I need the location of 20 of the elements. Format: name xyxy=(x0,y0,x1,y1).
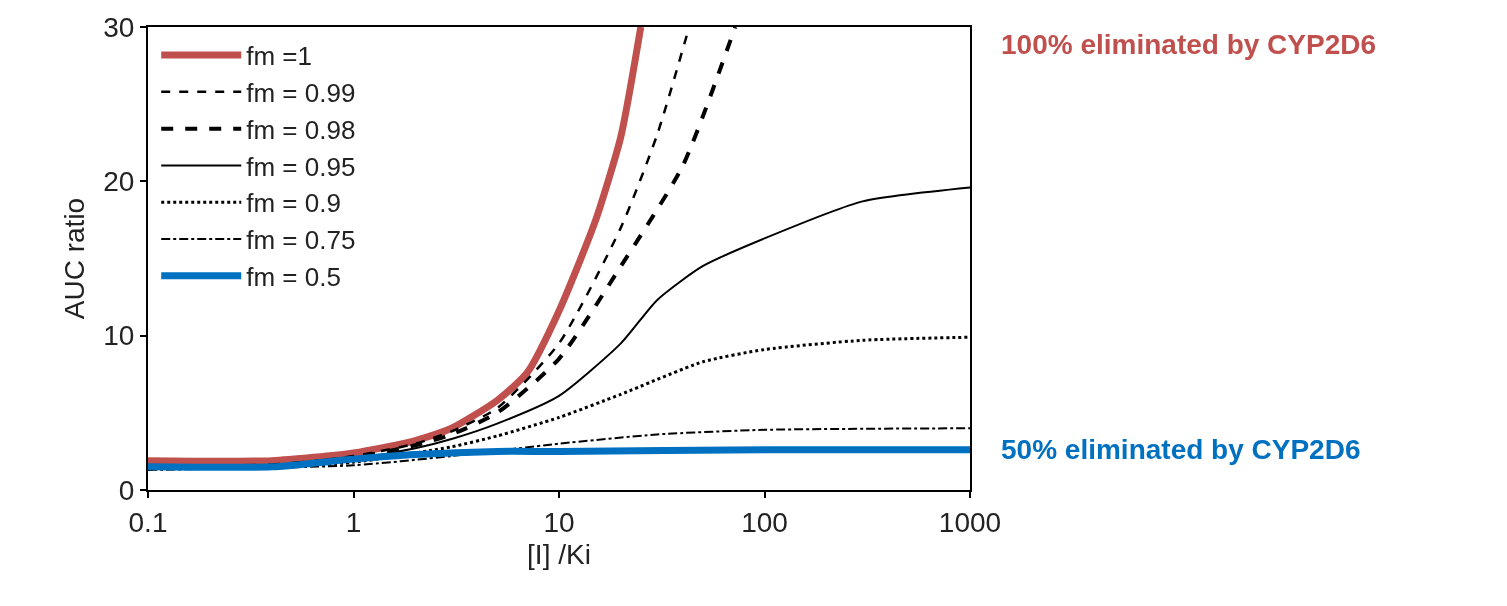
x-tick-label: 1 xyxy=(345,506,362,538)
legend-label: fm = 0.98 xyxy=(246,114,356,145)
x-axis-title: [I] /Ki xyxy=(527,539,591,571)
y-tick-label: 0 xyxy=(118,474,135,506)
y-tick-label: 20 xyxy=(103,166,135,198)
y-tick-label: 10 xyxy=(103,320,135,352)
legend-label: fm = 0.95 xyxy=(246,151,356,182)
legend-label: fm = 0.75 xyxy=(246,225,356,256)
legend-label: fm = 0.5 xyxy=(246,261,341,292)
x-tick-label: 10 xyxy=(543,506,575,538)
text: 100% eliminated by CYP2D6 xyxy=(1001,29,1377,60)
x-tick-label: 1000 xyxy=(938,506,1002,538)
y-axis-title: AUC ratio xyxy=(59,197,91,320)
x-tick-label: 0.1 xyxy=(128,506,168,538)
y-tick-label: 30 xyxy=(103,11,135,43)
legend-label: fm = 0.99 xyxy=(246,77,356,108)
legend-label: fm = 0.9 xyxy=(246,188,341,219)
x-tick-label: 100 xyxy=(741,506,788,538)
annotation: 50% eliminated by CYP2D6 xyxy=(1001,434,1361,465)
legend-label: fm =1 xyxy=(246,41,312,72)
